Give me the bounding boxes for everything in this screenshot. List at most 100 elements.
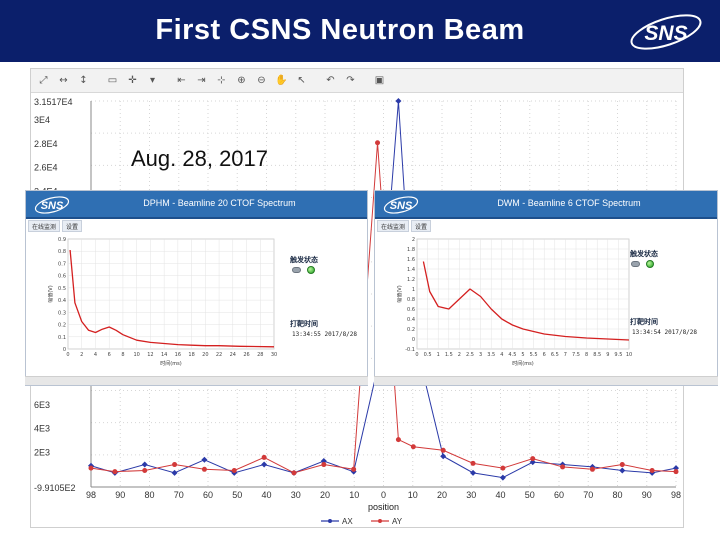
x-tick-label: 98: [86, 490, 96, 500]
legend-label: AX: [342, 517, 353, 526]
x-tick-label: 2.5: [466, 352, 474, 358]
x-tick-label: 0: [381, 490, 386, 500]
data-point: [589, 466, 595, 472]
y-tick-label: 0.9: [58, 237, 66, 243]
dphm-spectrum-chart: 0 2 4 6 8 10 12 14 16 18 20 22 24 26 28 300.90.80.70.60…: [48, 237, 277, 367]
y-tick-label: 0.4: [407, 317, 415, 323]
panel-scrollbar[interactable]: [374, 376, 718, 385]
spectrum-line: [422, 261, 630, 341]
zoom-in-icon[interactable]: ⊕: [237, 75, 246, 86]
zoom-fit-icon[interactable]: ⤢: [39, 75, 48, 86]
data-point: [112, 469, 118, 475]
y-tick-label: 0.8: [407, 297, 415, 303]
toolbar-separator: [313, 72, 319, 89]
tab-settings[interactable]: 设置: [62, 220, 83, 232]
x-tick-label: 8: [121, 352, 124, 358]
data-point: [470, 469, 477, 476]
x-tick-label: 40: [495, 490, 505, 500]
plot-toolbar: ⤢ ↔ ↕ ▭ ✛ ▾ ⇤ ⇥ ⊹ ⊕ ⊖ ✋ ↖ ↶ ↷ ▣: [31, 69, 683, 93]
data-point: [141, 461, 148, 468]
undo-icon[interactable]: ↶: [326, 75, 335, 86]
data-point: [320, 457, 327, 464]
y-tick-label: 0.1: [58, 335, 66, 341]
panel-title: DWM - Beamline 6 CTOF Spectrum: [497, 198, 641, 208]
y-tick-label: 1.6: [407, 257, 415, 263]
y-tick-label: 0: [63, 347, 66, 353]
panel-header: SNS DPHM - Beamline 20 CTOF Spectrum: [26, 191, 367, 219]
toolbar-separator: [362, 72, 368, 89]
zoom-y-icon[interactable]: ↕: [79, 75, 88, 86]
dwm-spectrum-chart: 0 0.5 1 1.5 2 2.5 3 3.5 4 4.5 5 5.5 6 6.5 7 7.5 8 8.5 9 9.5…: [397, 237, 632, 367]
x-tick-label: 26: [243, 352, 249, 358]
marker-icon[interactable]: ▾: [149, 75, 156, 86]
shot-time-value: 13:34:54 2017/8/28: [632, 329, 698, 336]
align-center-icon[interactable]: ⇥: [197, 75, 206, 86]
align-left-icon[interactable]: ⇤: [177, 75, 186, 86]
data-point: [470, 460, 476, 466]
redo-icon[interactable]: ↷: [346, 75, 355, 86]
data-point: [619, 467, 626, 474]
tab-settings[interactable]: 设置: [411, 220, 432, 232]
x-axis-label: 时间(ms): [160, 360, 181, 367]
zoom-x-icon[interactable]: ↔: [59, 75, 68, 86]
panel-scrollbar[interactable]: [25, 376, 368, 385]
x-tick-label: 40: [261, 490, 271, 500]
y-tick-label: 3.1517E4: [34, 97, 73, 107]
panel-tabs: 在线监测 设置: [28, 220, 83, 232]
x-tick-label: 9.5: [614, 352, 622, 358]
y-tick-label: 1.8: [407, 247, 415, 253]
tab-monitor[interactable]: 在线监测: [28, 220, 61, 232]
x-tick-label: 3.5: [487, 352, 495, 358]
x-axis-label: 时间(ms): [512, 360, 533, 367]
x-tick-label: 80: [144, 490, 154, 500]
data-point: [201, 466, 207, 472]
panel-header: SNS DWM - Beamline 6 CTOF Spectrum: [375, 191, 717, 219]
y-tick-label: 0.7: [58, 261, 66, 267]
x-tick-label: 30: [466, 490, 476, 500]
y-tick-label: 0.2: [58, 323, 66, 329]
data-point: [395, 437, 401, 443]
x-tick-label: 30: [291, 490, 301, 500]
legend-marker: [328, 519, 332, 523]
x-tick-label: 60: [203, 490, 213, 500]
sns-logo-small: SNS: [383, 196, 419, 214]
sns-logo-small: SNS: [34, 196, 70, 214]
trigger-switch[interactable]: [631, 261, 640, 267]
zoom-box-icon[interactable]: ▭: [107, 75, 118, 86]
svg-text:SNS: SNS: [390, 200, 413, 212]
x-tick-label: 10: [626, 352, 632, 358]
y-tick-label: 0.6: [407, 307, 415, 313]
hand-icon[interactable]: ✋: [275, 75, 288, 86]
x-tick-label: 1.5: [445, 352, 453, 358]
y-tick-label: 0.4: [58, 298, 66, 304]
tab-monitor[interactable]: 在线监测: [377, 220, 410, 232]
y-tick-label: 6E3: [34, 400, 50, 410]
y-tick-label: 2: [412, 237, 415, 243]
sns-logo: SNS: [630, 14, 702, 50]
x-tick-label: 10: [408, 490, 418, 500]
x-tick-label: 12: [147, 352, 153, 358]
cursor-icon[interactable]: ✛: [128, 75, 137, 86]
y-tick-label: -0.1: [405, 347, 415, 353]
x-tick-label: 20: [437, 490, 447, 500]
pointer-icon[interactable]: ↖: [297, 75, 306, 86]
x-tick-label: 8.5: [593, 352, 601, 358]
y-tick-label: 2E3: [34, 447, 50, 457]
x-tick-label: 4: [94, 352, 97, 358]
pan-icon[interactable]: ⊹: [217, 75, 226, 86]
x-tick-label: 50: [525, 490, 535, 500]
x-tick-label: 30: [271, 352, 277, 358]
x-tick-label: 22: [216, 352, 222, 358]
data-point: [440, 447, 446, 453]
y-tick-label: 0.3: [58, 310, 66, 316]
data-point: [142, 467, 148, 473]
trigger-switch[interactable]: [292, 267, 301, 273]
save-icon[interactable]: ▣: [374, 75, 385, 86]
data-point: [171, 469, 178, 476]
zoom-out-icon[interactable]: ⊖: [257, 75, 266, 86]
data-point: [529, 459, 536, 466]
logo-text: SNS: [644, 22, 687, 45]
toolbar-separator: [95, 72, 101, 89]
spectrum-line: [69, 249, 275, 348]
data-point: [261, 454, 267, 460]
